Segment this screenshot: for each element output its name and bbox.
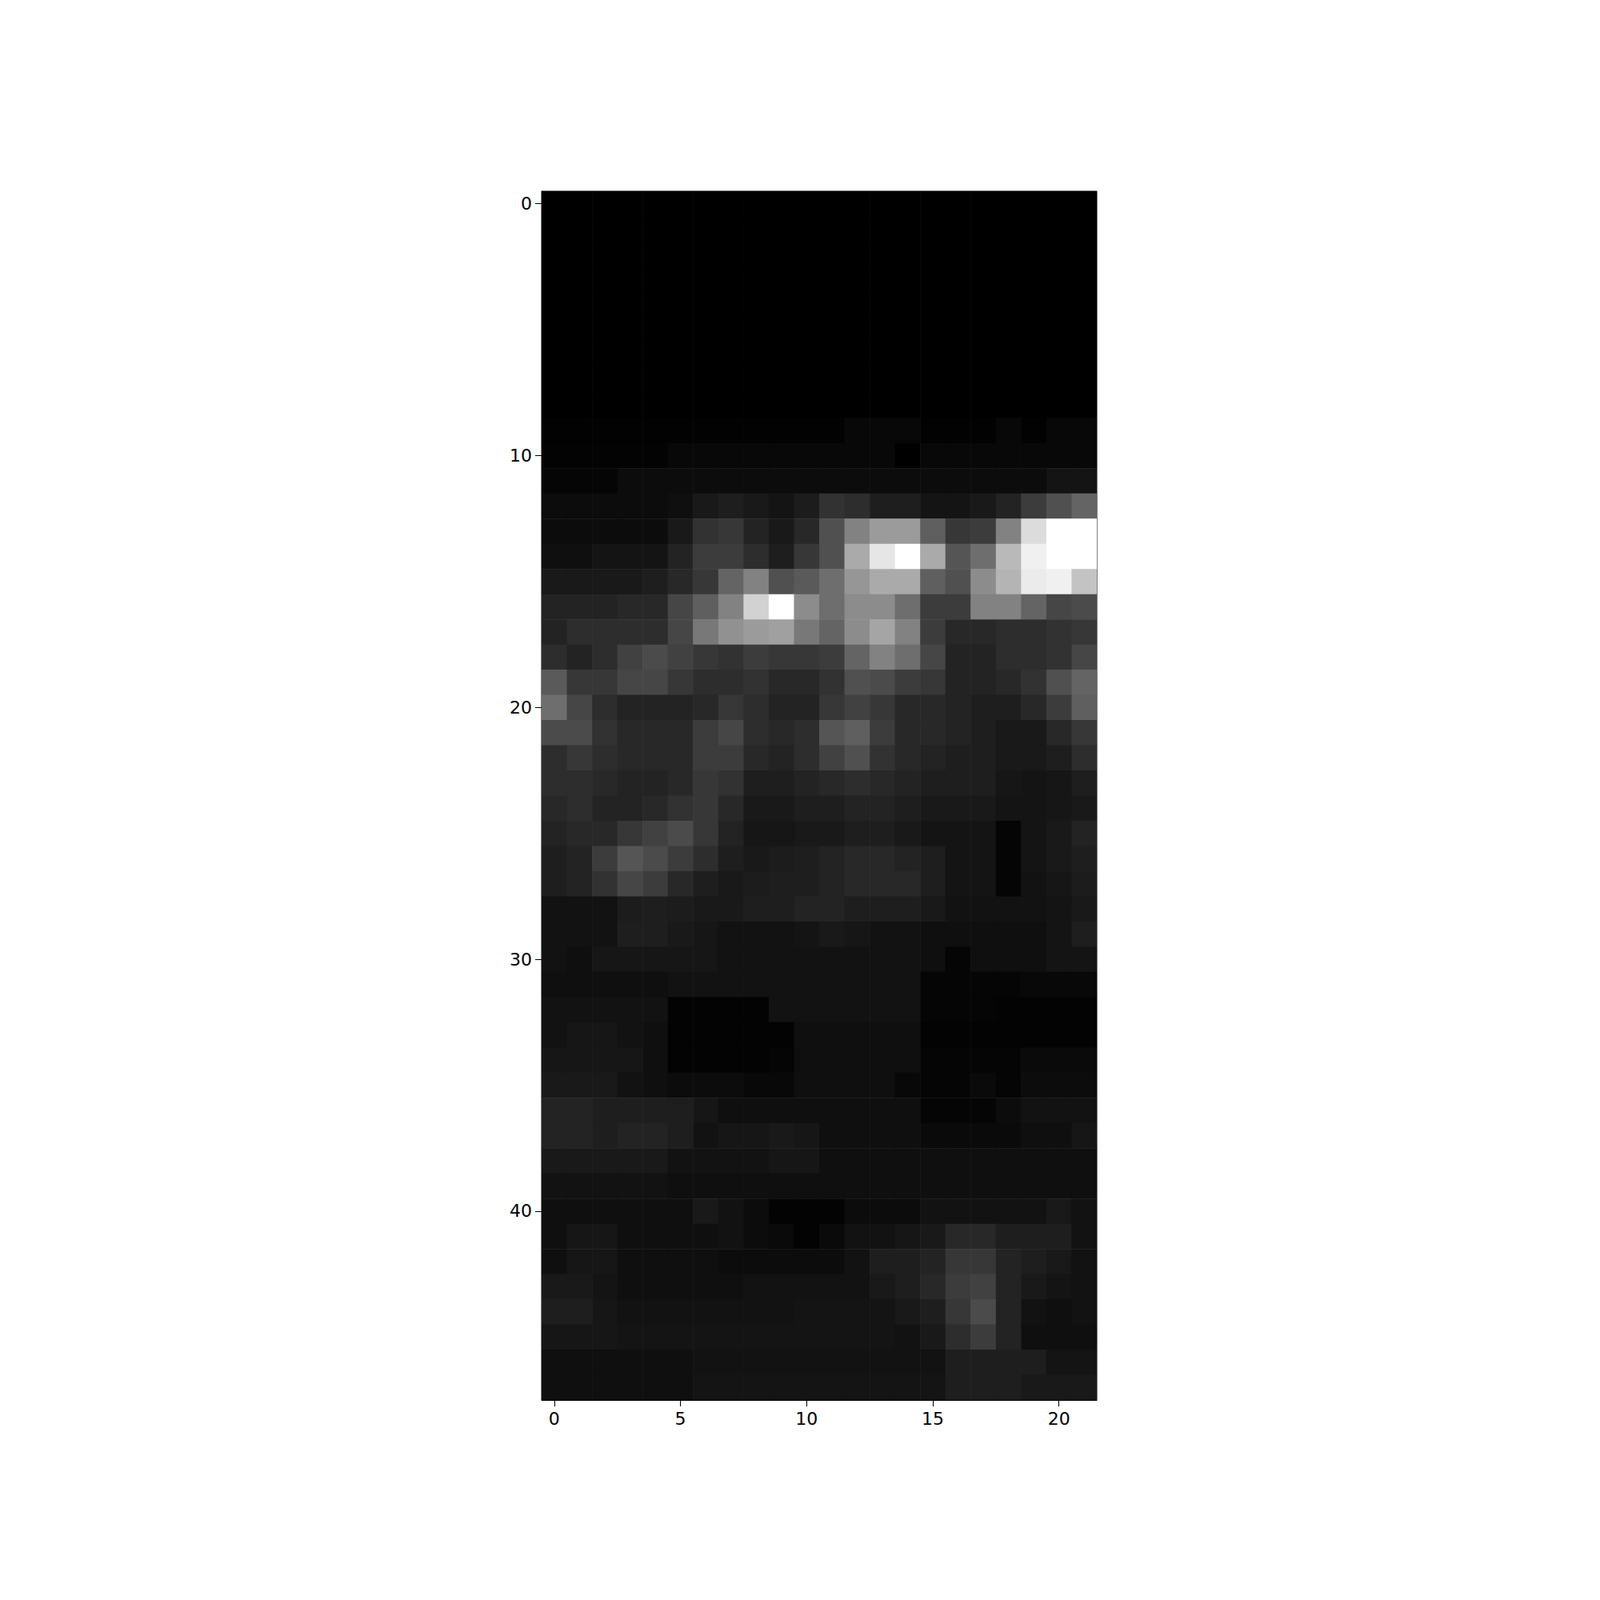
svg-text:40: 40	[509, 1200, 532, 1221]
svg-text:0: 0	[520, 193, 532, 214]
svg-text:0: 0	[548, 1408, 560, 1429]
svg-text:20: 20	[1048, 1408, 1071, 1429]
svg-text:10: 10	[795, 1408, 818, 1429]
svg-text:15: 15	[921, 1408, 944, 1429]
svg-text:30: 30	[509, 949, 532, 970]
svg-text:20: 20	[509, 697, 532, 718]
svg-text:5: 5	[675, 1408, 687, 1429]
svg-text:10: 10	[509, 445, 532, 466]
